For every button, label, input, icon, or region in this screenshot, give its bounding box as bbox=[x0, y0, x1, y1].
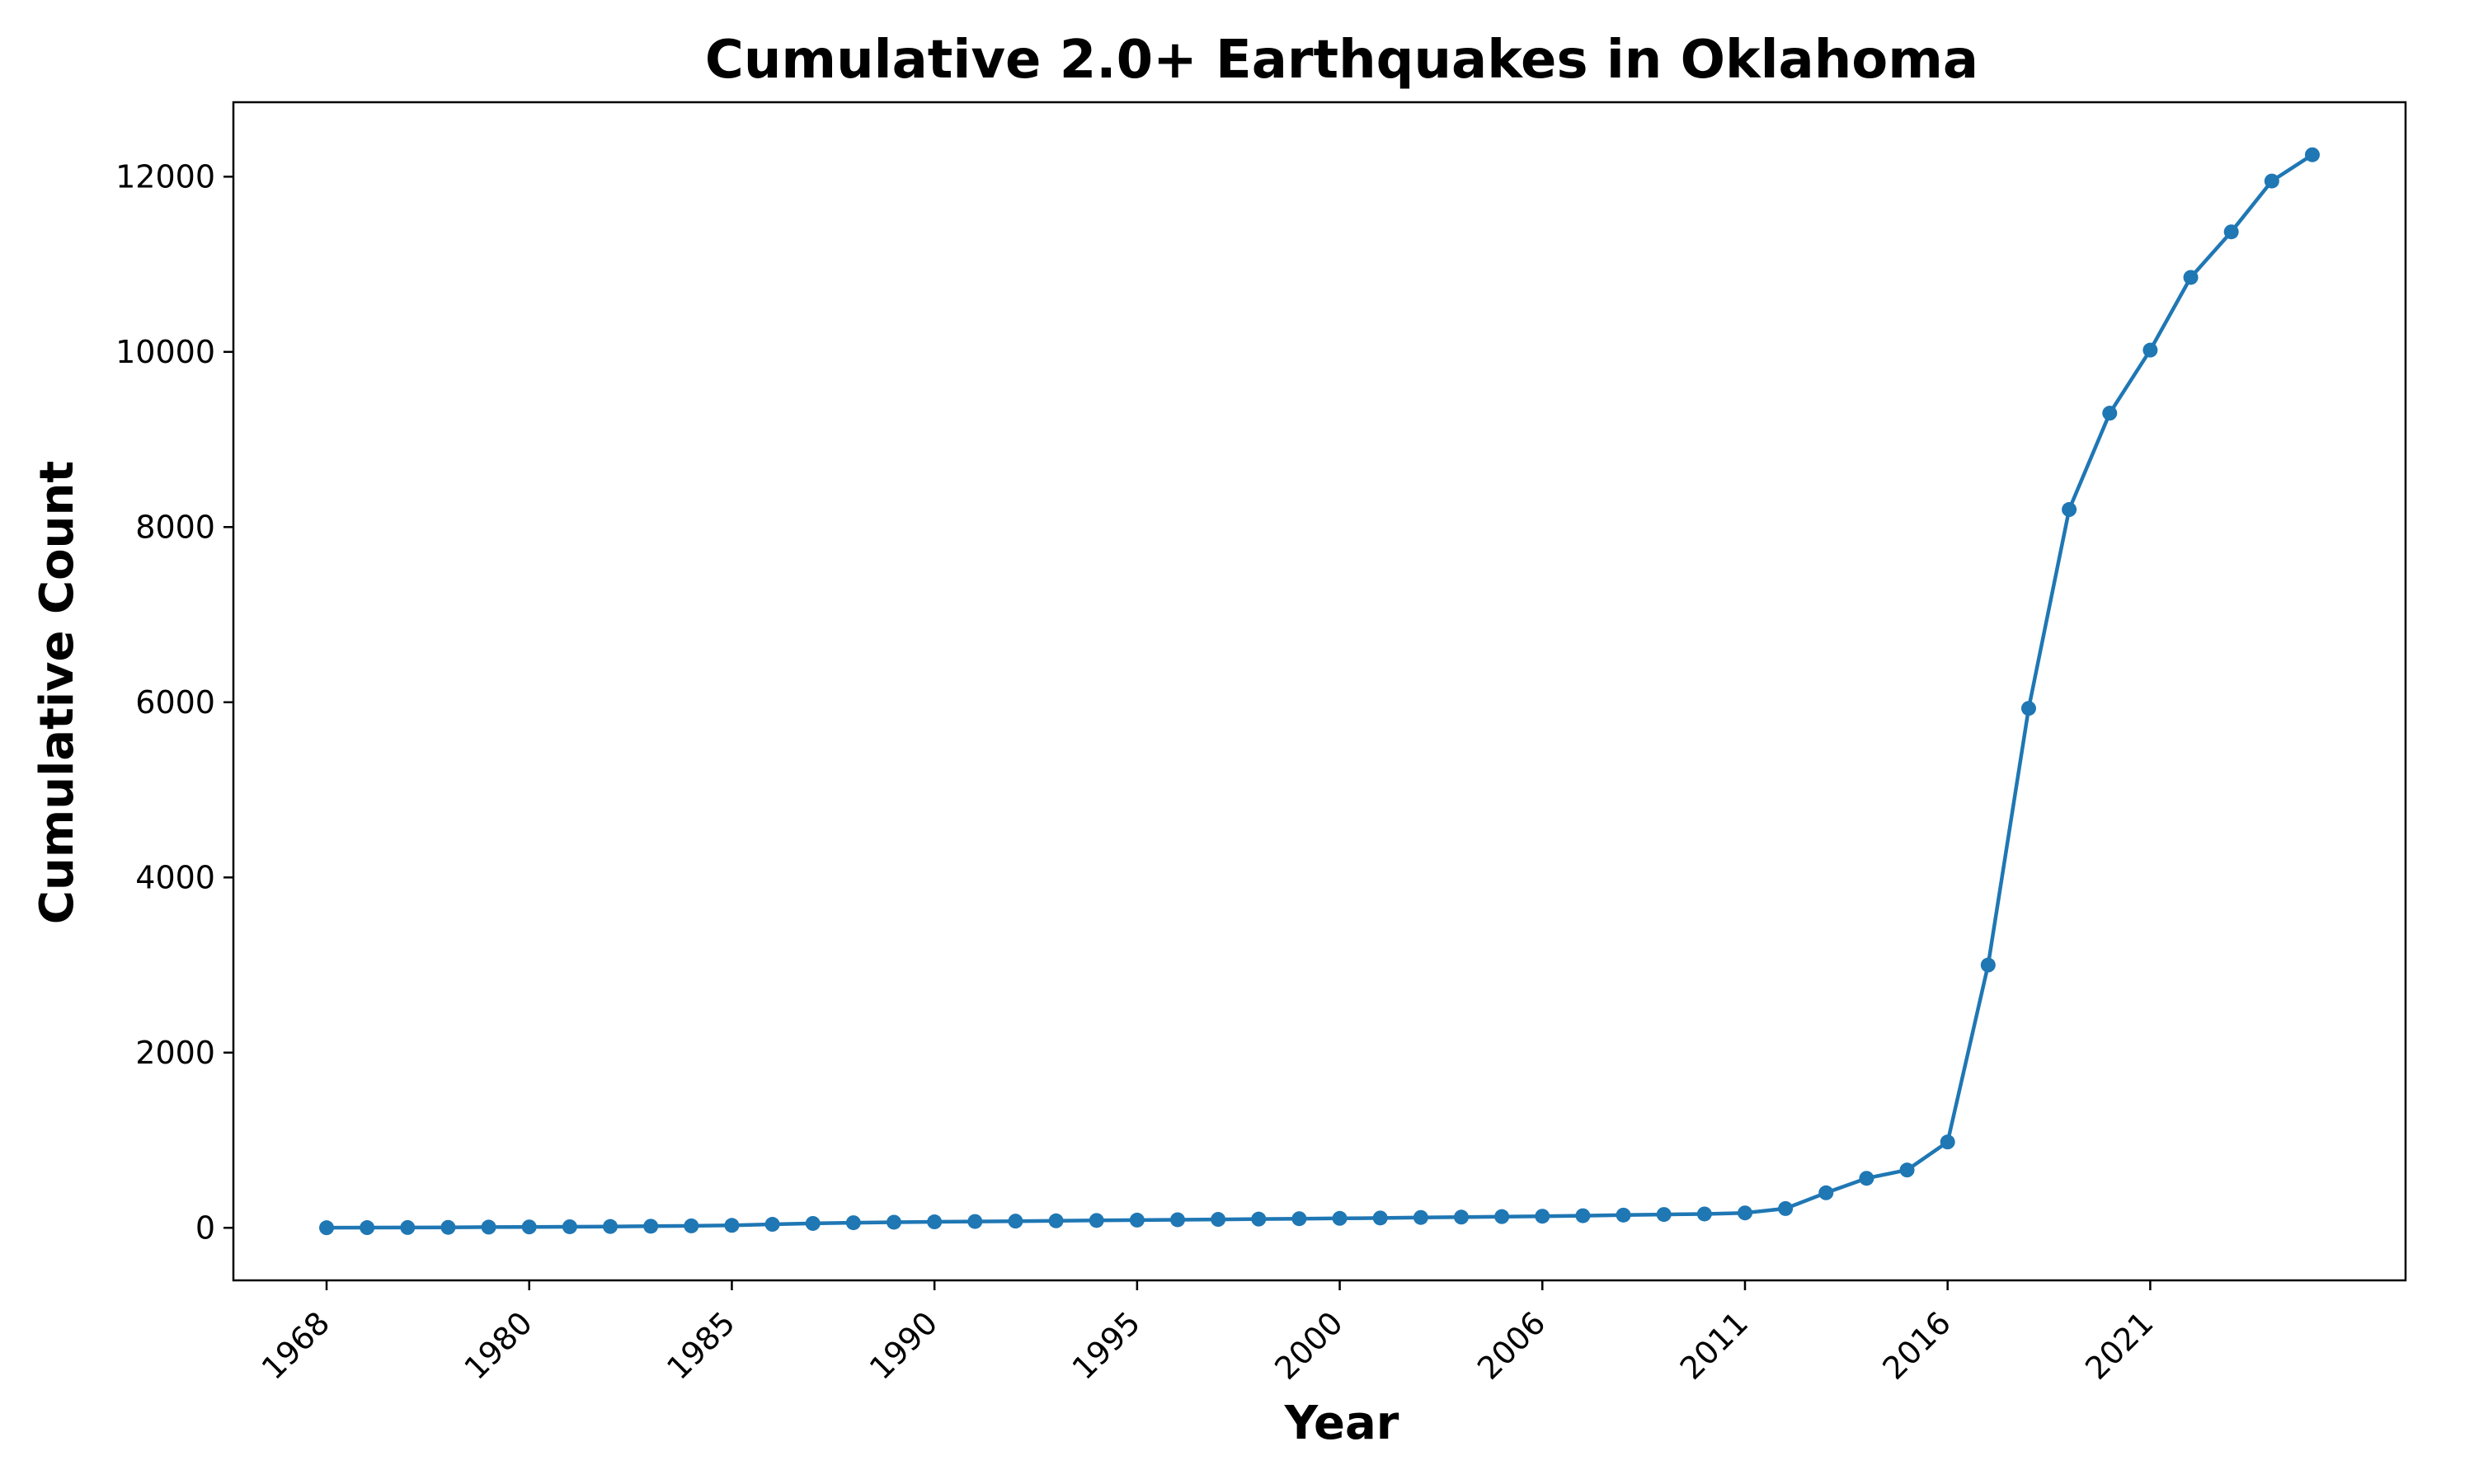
x-tick-label: 1995 bbox=[1065, 1304, 1148, 1387]
data-point bbox=[2223, 224, 2239, 240]
y-tick-label: 0 bbox=[195, 1209, 215, 1246]
data-point bbox=[481, 1219, 496, 1235]
data-point bbox=[1494, 1209, 1510, 1224]
data-point bbox=[1453, 1209, 1469, 1225]
series-line bbox=[326, 153, 2314, 1230]
data-point bbox=[764, 1217, 780, 1233]
data-point bbox=[562, 1219, 577, 1234]
y-tick-label: 2000 bbox=[135, 1035, 215, 1071]
data-point bbox=[521, 1219, 537, 1235]
plot-area: 0 2000 4000 6000 8000 10000 12000 1968 1980 1985 1… bbox=[115, 101, 2407, 1387]
data-point bbox=[1899, 1162, 1915, 1178]
plot-frame bbox=[232, 101, 2407, 1282]
data-point bbox=[724, 1218, 740, 1233]
data-point bbox=[643, 1219, 659, 1234]
data-point bbox=[1089, 1213, 1104, 1228]
data-point bbox=[805, 1215, 821, 1231]
data-point bbox=[1535, 1209, 1550, 1224]
data-point bbox=[1818, 1185, 1834, 1200]
y-tick-label: 12000 bbox=[115, 158, 215, 195]
data-point bbox=[2020, 701, 2036, 716]
data-point bbox=[1656, 1207, 1672, 1223]
data-point bbox=[1291, 1211, 1307, 1227]
data-point bbox=[845, 1215, 861, 1231]
chart-title: Cumulative 2.0+ Earthquakes in Oklahoma bbox=[705, 30, 1978, 91]
data-point bbox=[1778, 1200, 1794, 1216]
data-point bbox=[1575, 1208, 1591, 1223]
data-point bbox=[2142, 342, 2158, 358]
data-point bbox=[1129, 1212, 1145, 1228]
data-point bbox=[1980, 957, 1996, 973]
data-point bbox=[2264, 173, 2279, 189]
x-tick-label: 1990 bbox=[863, 1304, 945, 1387]
data-point bbox=[1008, 1214, 1023, 1229]
data-point bbox=[1940, 1134, 1955, 1150]
data-point bbox=[1332, 1210, 1348, 1226]
data-point bbox=[319, 1220, 335, 1236]
x-axis-label: Year bbox=[1284, 1397, 1399, 1450]
data-point bbox=[1859, 1171, 1874, 1186]
data-point bbox=[1251, 1211, 1267, 1227]
x-tick-label: 2000 bbox=[1268, 1304, 1350, 1387]
x-tick-label: 1968 bbox=[255, 1304, 337, 1387]
x-tick-label: 2011 bbox=[1673, 1304, 1756, 1387]
x-tick-label: 1980 bbox=[457, 1304, 539, 1387]
y-axis-label: Cumulative Count bbox=[31, 461, 84, 924]
x-tick-label: 2006 bbox=[1470, 1304, 1553, 1387]
data-point bbox=[1737, 1205, 1752, 1221]
data-point bbox=[1413, 1209, 1428, 1225]
y-tick-label: 8000 bbox=[135, 509, 215, 545]
data-point bbox=[2183, 270, 2199, 285]
data-point bbox=[1696, 1206, 1712, 1222]
data-point bbox=[967, 1214, 983, 1229]
data-point bbox=[360, 1220, 375, 1236]
data-point bbox=[1048, 1213, 1064, 1228]
x-tick-label: 1985 bbox=[660, 1304, 742, 1387]
data-point bbox=[1372, 1210, 1388, 1226]
data-point bbox=[400, 1219, 416, 1235]
data-point bbox=[1211, 1212, 1226, 1228]
data-point bbox=[2102, 406, 2118, 421]
data-point bbox=[2304, 147, 2320, 162]
data-point bbox=[603, 1219, 618, 1234]
data-point bbox=[1170, 1212, 1186, 1228]
data-point bbox=[2062, 502, 2077, 518]
data-point bbox=[887, 1214, 902, 1230]
y-tick-label: 10000 bbox=[115, 334, 215, 370]
x-tick-label: 2016 bbox=[1875, 1304, 1958, 1387]
data-point bbox=[440, 1219, 456, 1235]
data-point bbox=[1616, 1207, 1631, 1223]
x-tick-label: 2021 bbox=[2078, 1304, 2161, 1387]
y-tick-label: 4000 bbox=[135, 859, 215, 895]
data-point bbox=[927, 1214, 943, 1230]
data-point bbox=[684, 1218, 699, 1233]
y-tick-label: 6000 bbox=[135, 684, 215, 721]
